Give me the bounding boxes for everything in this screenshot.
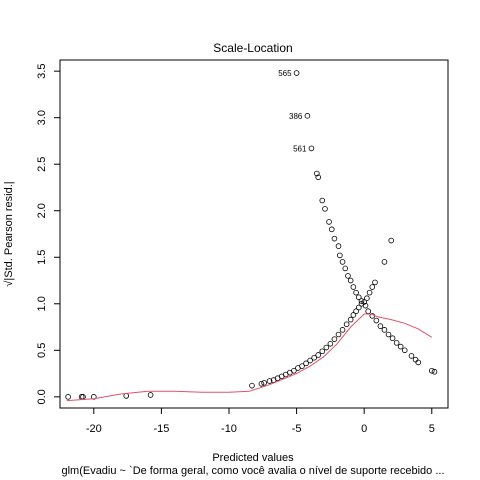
data-point <box>303 360 309 367</box>
data-point <box>335 331 342 338</box>
y-tick-label: 2.0 <box>36 203 48 218</box>
data-point <box>377 323 384 329</box>
data-point <box>342 265 349 272</box>
y-tick-label: 0.5 <box>36 343 48 358</box>
data-point <box>431 368 438 375</box>
data-point <box>401 347 408 354</box>
data-point <box>319 197 326 204</box>
data-point <box>147 392 154 398</box>
data-point <box>311 354 317 361</box>
data-point <box>347 316 354 323</box>
data-point <box>337 252 343 259</box>
y-tick-label: 3.5 <box>36 64 48 79</box>
x-tick-label: -5 <box>292 423 302 435</box>
x-axis-label: Predicted values <box>212 452 294 464</box>
data-point <box>381 259 388 265</box>
x-tick-label: -10 <box>221 423 237 435</box>
data-point <box>350 284 357 290</box>
data-point <box>322 206 328 212</box>
data-point <box>397 343 404 350</box>
data-point <box>389 335 396 342</box>
data-point <box>355 304 362 311</box>
data-point <box>266 378 273 384</box>
data-point <box>307 357 313 364</box>
data-point <box>328 226 335 233</box>
data-point <box>373 317 380 324</box>
y-axis-label: √|Std. Pearson resid.| <box>3 181 15 286</box>
data-point <box>327 340 334 347</box>
data-point <box>326 219 332 225</box>
x-tick-label: 0 <box>361 423 367 435</box>
data-point <box>415 359 422 366</box>
data-point <box>345 273 351 279</box>
y-tick-label: 2.5 <box>36 157 48 172</box>
y-axis: 0.0 0.5 1.0 1.5 2.0 2.5 3.0 3.5 <box>36 64 60 404</box>
y-tick-label: 1.0 <box>36 296 48 311</box>
data-point <box>412 356 419 363</box>
data-point <box>291 367 297 374</box>
data-point <box>331 235 338 242</box>
data-point <box>308 145 315 152</box>
x-tick-label: 5 <box>429 423 435 435</box>
point-label: 386 <box>289 112 303 121</box>
data-point <box>362 302 369 309</box>
data-point <box>323 344 330 351</box>
plot-frame <box>59 59 449 409</box>
y-tick-label: 0.0 <box>36 389 48 404</box>
data-point <box>358 298 365 304</box>
data-point <box>365 308 372 315</box>
data-point <box>90 394 97 400</box>
y-tick-label: 1.5 <box>36 250 48 265</box>
plot-area: 565 386 561 <box>65 69 438 402</box>
data-point <box>315 352 322 358</box>
data-point <box>335 243 342 249</box>
x-tick-label: -20 <box>86 423 102 435</box>
data-point <box>304 113 311 119</box>
data-point <box>428 367 435 374</box>
data-point <box>385 331 392 338</box>
data-point <box>314 170 320 177</box>
data-point <box>347 277 354 284</box>
data-point <box>353 289 359 296</box>
data-point <box>339 327 346 333</box>
data-point <box>258 381 265 387</box>
data-point <box>361 299 367 305</box>
data-point <box>65 394 71 400</box>
x-axis: -20 -15 -10 -5 0 5 <box>86 408 435 435</box>
data-point <box>293 70 300 76</box>
chart-title: Scale-Location <box>213 41 292 55</box>
model-formula-caption: glm(Evadiu ~ `De forma geral, como você … <box>61 465 444 477</box>
data-point <box>315 174 322 181</box>
data-point <box>408 353 415 359</box>
data-point <box>343 321 350 328</box>
data-point <box>355 294 362 301</box>
data-point <box>123 393 130 399</box>
data-point <box>381 327 388 333</box>
smooth-line <box>66 313 433 402</box>
data-point <box>388 237 395 244</box>
data-point <box>331 336 338 342</box>
data-point <box>372 279 378 286</box>
point-label: 565 <box>278 69 292 78</box>
data-point <box>364 295 370 302</box>
data-point <box>353 308 359 315</box>
data-point <box>339 259 346 265</box>
data-point <box>393 340 400 346</box>
data-point <box>249 382 255 389</box>
data-point <box>366 289 373 296</box>
data-point <box>261 380 267 386</box>
point-label: 561 <box>293 144 307 153</box>
data-point <box>299 363 305 369</box>
x-tick-label: -15 <box>153 423 169 435</box>
y-tick-label: 3.0 <box>36 110 48 125</box>
data-point <box>319 348 326 355</box>
data-point <box>350 312 357 318</box>
data-point <box>369 284 376 290</box>
